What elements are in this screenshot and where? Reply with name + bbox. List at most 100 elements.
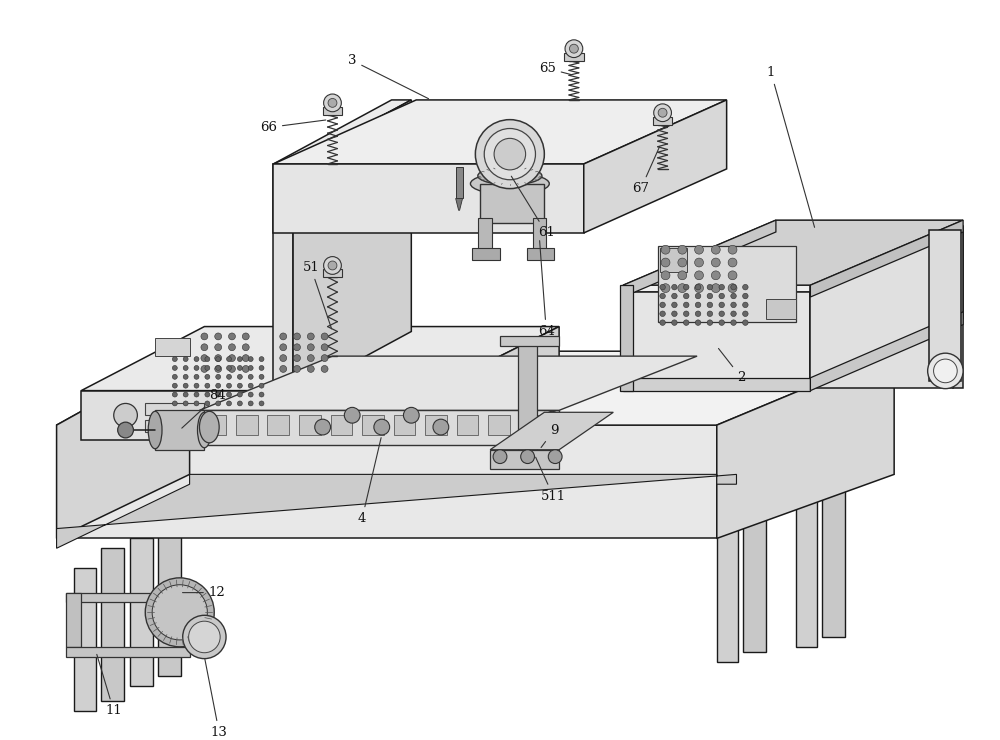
Circle shape xyxy=(259,401,264,406)
Polygon shape xyxy=(66,593,190,602)
Circle shape xyxy=(229,344,235,351)
Circle shape xyxy=(403,407,419,423)
Circle shape xyxy=(227,401,231,406)
Circle shape xyxy=(114,403,137,427)
Circle shape xyxy=(248,357,253,362)
Circle shape xyxy=(660,302,665,308)
Circle shape xyxy=(307,333,314,340)
Circle shape xyxy=(728,271,737,280)
Circle shape xyxy=(215,333,222,340)
Text: 11: 11 xyxy=(97,654,122,717)
Circle shape xyxy=(145,578,214,647)
Circle shape xyxy=(521,450,534,463)
Circle shape xyxy=(433,419,449,435)
Circle shape xyxy=(321,333,328,340)
Polygon shape xyxy=(488,415,510,435)
Text: 1: 1 xyxy=(767,66,815,227)
Circle shape xyxy=(215,366,222,372)
Circle shape xyxy=(660,311,665,317)
Circle shape xyxy=(683,284,689,290)
Polygon shape xyxy=(457,415,478,435)
Text: 12: 12 xyxy=(183,586,226,599)
Circle shape xyxy=(719,293,724,299)
Polygon shape xyxy=(717,352,894,539)
Ellipse shape xyxy=(148,411,162,448)
Polygon shape xyxy=(623,220,776,297)
Polygon shape xyxy=(66,593,81,647)
Text: 13: 13 xyxy=(205,659,228,739)
Circle shape xyxy=(321,354,328,362)
Polygon shape xyxy=(743,504,766,652)
Polygon shape xyxy=(527,248,554,260)
Polygon shape xyxy=(57,474,736,548)
Circle shape xyxy=(695,302,701,308)
Circle shape xyxy=(328,261,337,270)
Polygon shape xyxy=(520,415,541,435)
Polygon shape xyxy=(620,285,633,391)
Ellipse shape xyxy=(542,411,562,443)
Circle shape xyxy=(695,284,701,290)
Circle shape xyxy=(242,333,249,340)
Text: 66: 66 xyxy=(260,120,326,134)
Text: 51: 51 xyxy=(302,261,332,329)
Polygon shape xyxy=(66,647,190,656)
Circle shape xyxy=(565,40,583,58)
Circle shape xyxy=(280,366,287,372)
Circle shape xyxy=(672,320,677,326)
Polygon shape xyxy=(766,299,796,319)
Polygon shape xyxy=(342,364,377,381)
Circle shape xyxy=(494,138,526,170)
Circle shape xyxy=(548,450,562,463)
Circle shape xyxy=(183,383,188,388)
Polygon shape xyxy=(145,403,204,415)
Circle shape xyxy=(172,366,177,371)
Circle shape xyxy=(227,374,231,380)
Polygon shape xyxy=(533,218,546,252)
Circle shape xyxy=(237,392,242,397)
Circle shape xyxy=(934,359,957,383)
Circle shape xyxy=(569,44,578,53)
Circle shape xyxy=(248,374,253,380)
Circle shape xyxy=(183,615,226,659)
Circle shape xyxy=(711,258,720,267)
Polygon shape xyxy=(323,107,342,115)
Circle shape xyxy=(672,293,677,299)
Polygon shape xyxy=(810,312,963,391)
Circle shape xyxy=(475,120,544,189)
Polygon shape xyxy=(204,415,226,435)
Circle shape xyxy=(728,245,737,254)
Circle shape xyxy=(743,302,748,308)
Circle shape xyxy=(731,284,736,290)
Circle shape xyxy=(707,293,713,299)
Ellipse shape xyxy=(470,173,549,195)
Circle shape xyxy=(201,344,208,351)
Circle shape xyxy=(731,302,736,308)
Circle shape xyxy=(183,357,188,362)
Circle shape xyxy=(743,293,748,299)
Polygon shape xyxy=(456,167,463,198)
Circle shape xyxy=(227,366,231,371)
Polygon shape xyxy=(660,248,687,272)
Polygon shape xyxy=(478,218,492,252)
Circle shape xyxy=(695,271,703,280)
Circle shape xyxy=(661,245,670,254)
Circle shape xyxy=(695,245,703,254)
Polygon shape xyxy=(81,326,559,391)
Circle shape xyxy=(194,401,199,406)
Circle shape xyxy=(194,366,199,371)
Circle shape xyxy=(183,374,188,380)
Circle shape xyxy=(242,344,249,351)
Circle shape xyxy=(215,344,222,351)
Text: 4: 4 xyxy=(358,437,381,525)
Text: 61: 61 xyxy=(511,176,555,240)
Circle shape xyxy=(695,311,701,317)
Circle shape xyxy=(294,333,300,340)
Circle shape xyxy=(695,283,703,292)
Polygon shape xyxy=(331,415,352,435)
Circle shape xyxy=(661,283,670,292)
Circle shape xyxy=(237,401,242,406)
Circle shape xyxy=(707,302,713,308)
Polygon shape xyxy=(623,292,810,386)
Circle shape xyxy=(743,311,748,317)
Circle shape xyxy=(216,357,221,362)
